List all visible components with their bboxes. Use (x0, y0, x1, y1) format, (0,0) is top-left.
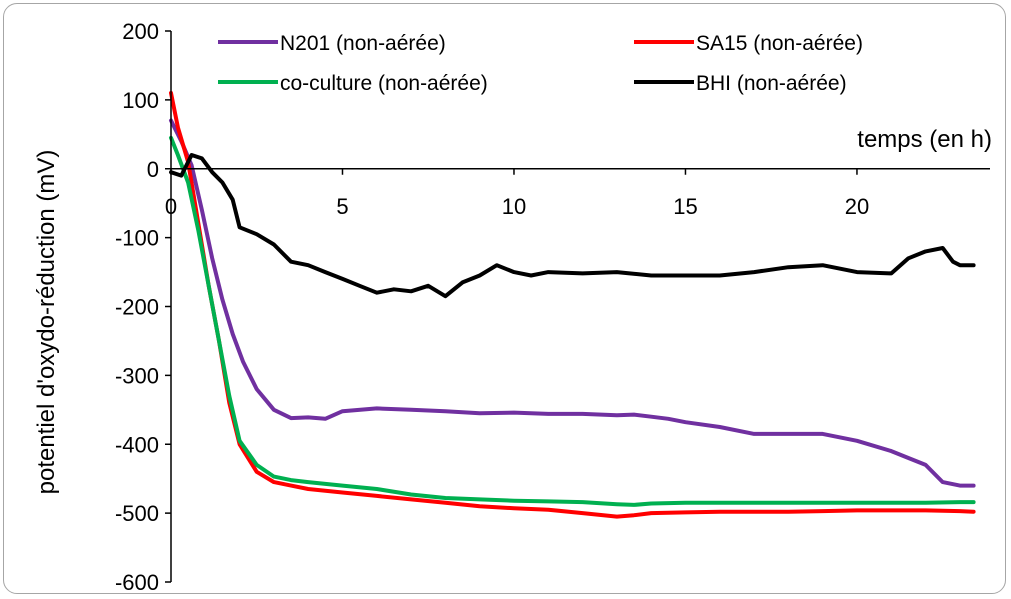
y-tick-label: -300 (115, 363, 159, 388)
y-tick-label: -200 (115, 295, 159, 320)
x-tick-label: 5 (336, 194, 348, 219)
x-tick-label: 15 (673, 194, 697, 219)
y-tick-label: 0 (147, 157, 159, 182)
y-tick-label: 100 (122, 88, 159, 113)
y-tick-label: -500 (115, 501, 159, 526)
x-axis-title: temps (en h) (857, 126, 992, 153)
y-tick-label: -600 (115, 570, 159, 595)
legend-label-1: SA15 (non-aérée) (696, 32, 863, 55)
y-tick-label: -100 (115, 226, 159, 251)
series-line-0 (169, 118, 976, 488)
chart-frame (3, 3, 1006, 594)
legend: N201 (non-aérée) SA15 (non-aérée) co-cultu… (218, 32, 863, 95)
plot-lines (169, 91, 976, 519)
legend-label-2: co-culture (non-aérée) (280, 72, 488, 95)
legend-label-0: N201 (non-aérée) (280, 32, 446, 55)
y-axis-title: potentiel d'oxydo-réduction (mV) (33, 150, 60, 495)
series-line-1 (169, 91, 976, 519)
x-tick-label: 20 (845, 194, 869, 219)
series-line-3 (169, 153, 976, 299)
axes (170, 31, 990, 582)
series-line-2 (169, 135, 976, 507)
y-tick-label: 200 (122, 19, 159, 44)
x-tick-label: 10 (502, 194, 526, 219)
x-tick-label: 0 (165, 194, 177, 219)
legend-label-3: BHI (non-aérée) (696, 72, 847, 95)
y-tick-label: -400 (115, 432, 159, 457)
